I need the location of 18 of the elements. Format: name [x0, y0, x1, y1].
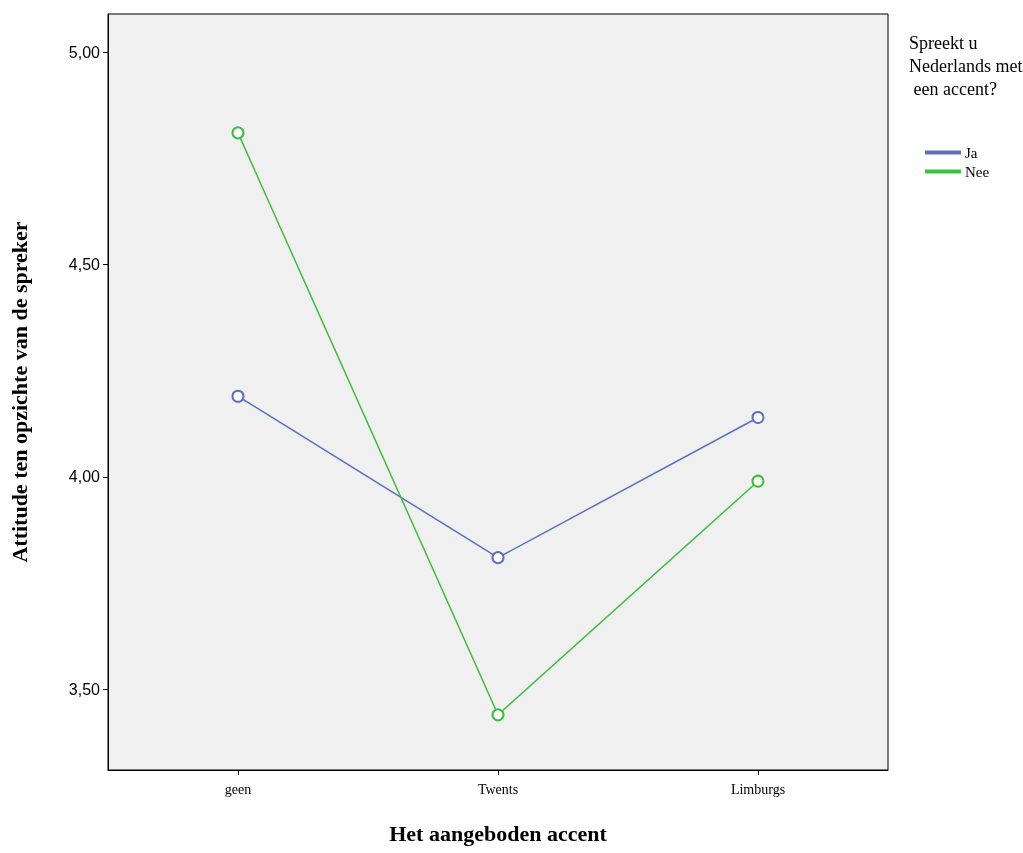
x-tick-label: Limburgs — [730, 781, 786, 797]
y-tick-label: 3,50 — [68, 680, 101, 698]
x-tick-label: Twents — [477, 781, 519, 797]
x-tick-label: geen — [224, 781, 252, 797]
legend-title: Spreekt u Nederlands met een accent? — [909, 32, 1023, 99]
point — [491, 708, 505, 722]
y-tick-label: 4,00 — [68, 468, 101, 486]
point — [491, 551, 505, 565]
legend-label: Nee — [965, 163, 990, 180]
y-tick-label: 5,00 — [68, 43, 101, 61]
y-tick-label: 4,50 — [68, 256, 101, 274]
legend-label: Ja — [965, 144, 978, 161]
point — [751, 474, 765, 488]
x-axis-title: Het aangeboden accent — [389, 820, 608, 846]
y-axis-title: Attitude ten opzichte van de spreker — [6, 221, 32, 563]
point — [231, 389, 245, 403]
point — [751, 410, 765, 424]
point — [231, 126, 245, 140]
